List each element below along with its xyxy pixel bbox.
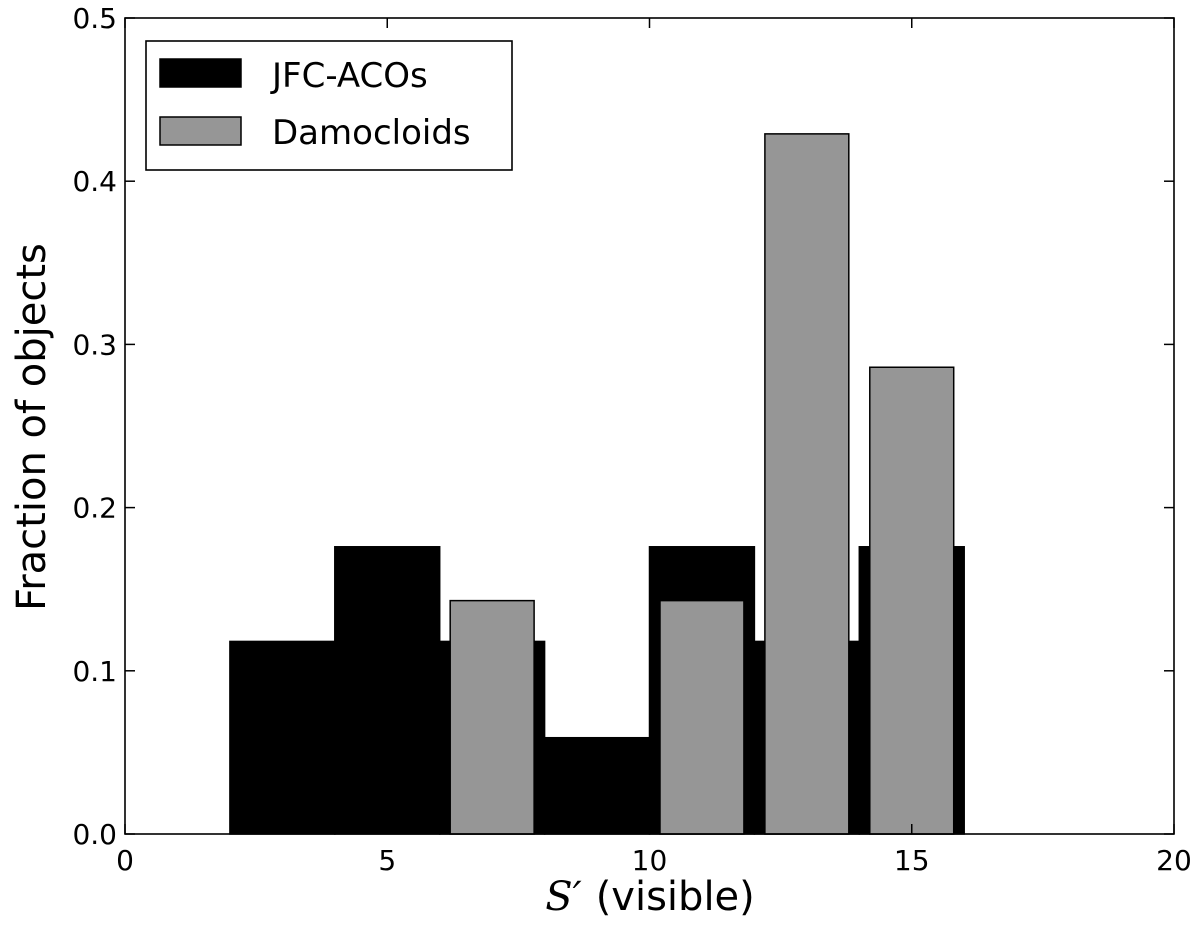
y-tick-label-2: 0.2: [72, 492, 117, 525]
legend: JFC-ACOs Damocloids: [145, 40, 513, 171]
jfc-acos-bars: [229, 546, 965, 835]
bar-damocloids-1: [659, 599, 745, 835]
y-tick-label-1: 0.1: [72, 655, 117, 688]
legend-label-jfc-acos: JFC-ACOs: [270, 56, 428, 96]
y-tick-label-0: 0.0: [72, 818, 117, 851]
axis-tick-labels: 0 5 10 15 20 0.0 0.1 0.2 0.3 0.4 0.5: [72, 2, 1191, 877]
x-tick-label-4: 20: [1156, 844, 1192, 877]
y-tick-label-4: 0.4: [72, 165, 117, 198]
legend-swatch-jfc-acos: [159, 58, 242, 88]
x-axis-label: S′ (visible): [545, 874, 755, 920]
bar-damocloids-0: [449, 599, 535, 835]
bar-damocloids-3: [869, 366, 955, 835]
x-tick-label-2: 10: [632, 844, 668, 877]
y-tick-label-5: 0.5: [72, 2, 117, 35]
bar-jfc-acos-1: [334, 546, 441, 835]
x-tick-label-1: 5: [378, 844, 396, 877]
damocloids-bars: [449, 133, 955, 835]
legend-label-damocloids: Damocloids: [272, 113, 471, 153]
x-tick-label-0: 0: [116, 844, 134, 877]
bar-jfc-acos-0: [229, 640, 336, 835]
axis-ticks: [124, 17, 1175, 835]
y-axis-label: Fraction of objects: [9, 243, 55, 611]
legend-swatch-damocloids: [159, 116, 242, 146]
x-axis-symbol: S′: [545, 874, 581, 920]
y-tick-label-3: 0.3: [72, 328, 117, 361]
x-axis-text: (visible): [596, 874, 755, 920]
bar-jfc-acos-3: [543, 736, 651, 835]
x-tick-label-3: 15: [894, 844, 930, 877]
bar-damocloids-2: [764, 133, 850, 835]
